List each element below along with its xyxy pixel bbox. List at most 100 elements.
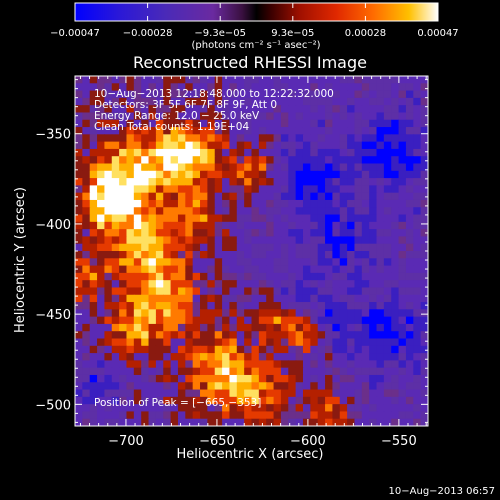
heatmap-cell — [89, 251, 98, 259]
heatmap-cell — [148, 207, 157, 216]
heatmap-cell — [405, 185, 414, 194]
heatmap-cell — [295, 83, 304, 92]
heatmap-cell — [192, 207, 201, 216]
heatmap-cell — [405, 214, 414, 223]
heatmap-cell — [266, 272, 275, 281]
heatmap-cell — [119, 338, 128, 347]
heatmap-cell — [317, 105, 326, 114]
heatmap-cell — [177, 294, 186, 303]
heatmap-cell — [89, 105, 98, 114]
heatmap-cell — [258, 287, 267, 296]
heatmap-cell — [207, 287, 216, 296]
heatmap-cell — [280, 207, 289, 216]
heatmap-cell — [111, 112, 120, 121]
heatmap-cell — [398, 360, 407, 369]
heatmap-cell — [200, 258, 208, 267]
heatmap-cell — [75, 287, 83, 296]
heatmap-cell — [347, 294, 356, 303]
colorbar: −0.00047 −0.00028 −9.3e−05 9.3e−05 0.00028 0.… — [50, 2, 459, 51]
heatmap-cell — [420, 163, 428, 172]
heatmap-cell — [339, 199, 348, 208]
heatmap-cell — [413, 382, 422, 391]
heatmap-cell — [185, 163, 194, 172]
heatmap-cell — [82, 76, 91, 84]
heatmap-cell — [163, 265, 172, 274]
heatmap-cell — [302, 353, 311, 361]
heatmap-cell — [97, 236, 106, 245]
heatmap-cell — [222, 236, 231, 245]
heatmap-cell — [229, 141, 238, 150]
heatmap-cell — [222, 163, 231, 172]
peak-position-label: Position of Peak = [−665,−353] — [94, 397, 261, 409]
heatmap-cell — [420, 294, 428, 303]
heatmap-cell — [273, 207, 282, 216]
heatmap-cell — [295, 156, 304, 165]
heatmap-cell — [185, 316, 194, 325]
heatmap-cell — [405, 367, 414, 376]
heatmap-cell — [89, 236, 98, 245]
heatmap-cell — [104, 236, 113, 245]
heatmap-cell — [104, 134, 113, 143]
heatmap-cell — [251, 76, 260, 84]
heatmap-cell — [163, 90, 172, 99]
heatmap-cell — [192, 134, 201, 143]
heatmap-cell — [332, 272, 341, 281]
heatmap-cell — [119, 367, 128, 376]
heatmap-cell — [170, 338, 179, 347]
heatmap-cell — [163, 178, 172, 186]
heatmap-cell — [133, 374, 142, 383]
heatmap-cell — [200, 272, 208, 281]
heatmap-cell — [361, 236, 370, 245]
heatmap-cell — [75, 374, 83, 383]
heatmap-cell — [288, 141, 297, 150]
heatmap-cell — [354, 112, 363, 121]
heatmap-cell — [317, 404, 326, 413]
heatmap-cell — [280, 221, 289, 230]
heatmap-cell — [104, 338, 113, 347]
heatmap-cell — [229, 280, 238, 289]
heatmap-cell — [236, 156, 245, 165]
heatmap-cell — [141, 251, 150, 259]
heatmap-cell — [229, 178, 238, 186]
heatmap-cell — [332, 207, 341, 216]
heatmap-cell — [141, 265, 150, 274]
heatmap-cell — [222, 148, 231, 157]
heatmap-cell — [97, 316, 106, 325]
heatmap-cell — [97, 251, 106, 259]
heatmap-cell — [405, 229, 414, 238]
heatmap-cell — [420, 178, 428, 186]
heatmap-cell — [126, 389, 135, 398]
heatmap-cell — [155, 374, 164, 383]
heatmap-cell — [177, 76, 186, 84]
heatmap-cell — [332, 396, 341, 405]
heatmap-cell — [251, 294, 260, 303]
heatmap-cell — [75, 207, 83, 216]
heatmap-cell — [97, 331, 106, 340]
heatmap-cell — [214, 207, 223, 216]
heatmap-cell — [383, 127, 392, 135]
heatmap-cell — [126, 294, 135, 303]
heatmap-cell — [302, 396, 311, 405]
heatmap-cell — [141, 236, 150, 245]
heatmap-cell — [266, 105, 275, 114]
heatmap-cell — [214, 236, 223, 245]
heatmap-cell — [405, 207, 414, 216]
heatmap-cell — [214, 258, 223, 267]
heatmap-cell — [332, 382, 341, 391]
heatmap-cell — [236, 192, 245, 201]
heatmap-cell — [258, 316, 267, 325]
heatmap-cell — [185, 404, 194, 413]
heatmap-cell — [339, 258, 348, 267]
heatmap-cell — [413, 323, 422, 332]
heatmap-cell — [155, 229, 164, 238]
heatmap-cell — [126, 287, 135, 296]
heatmap-cell — [97, 280, 106, 289]
heatmap-cell — [398, 127, 407, 135]
heatmap-cell — [347, 229, 356, 238]
heatmap-cell — [163, 280, 172, 289]
heatmap-cell — [288, 243, 297, 252]
heatmap-cell — [163, 251, 172, 259]
heatmap-cell — [170, 265, 179, 274]
heatmap-cell — [361, 192, 370, 201]
heatmap-cell — [119, 105, 128, 114]
